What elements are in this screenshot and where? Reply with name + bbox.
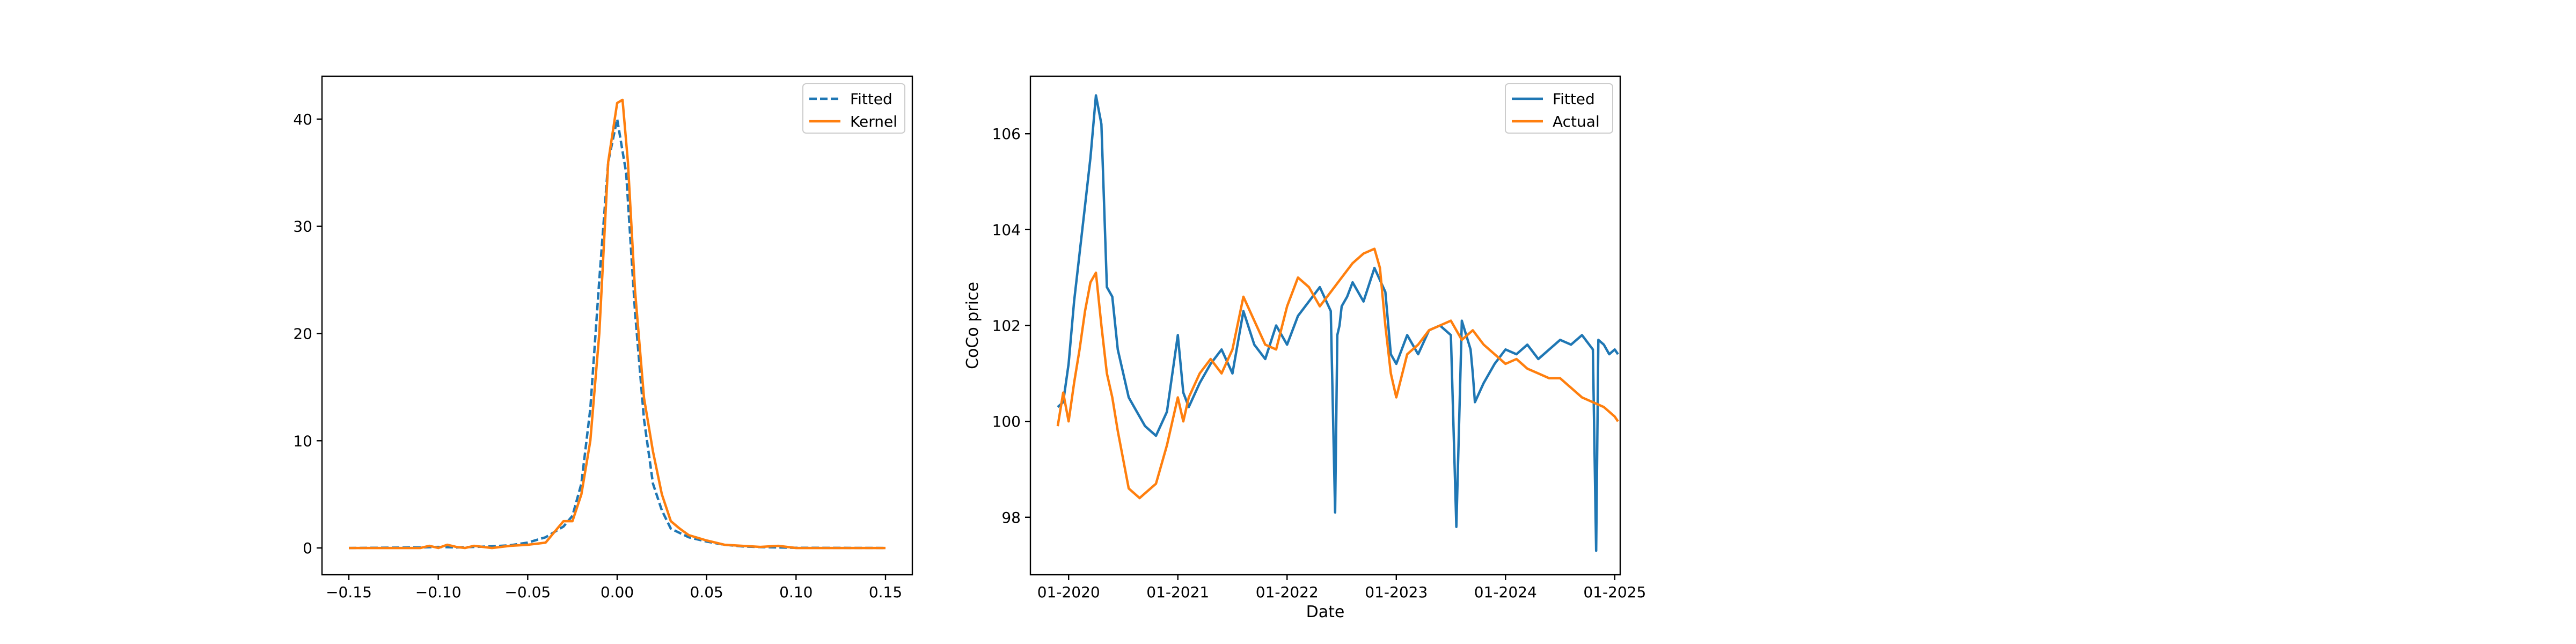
- price-x-tick-label: 01-2021: [1146, 583, 1209, 601]
- price-legend-label: Actual: [1553, 113, 1600, 130]
- price-x-tick-label: 01-2025: [1583, 583, 1646, 601]
- density-series-group: [348, 98, 886, 550]
- density-x-tick-label: −0.10: [415, 583, 462, 601]
- price-y-tick-label: 100: [992, 413, 1021, 430]
- density-legend-label: Kernel: [850, 113, 897, 130]
- price-y-axis-label: CoCo price: [963, 282, 982, 369]
- density-y-tick-label: 10: [293, 432, 312, 450]
- price-series-line-actual: [1056, 247, 1619, 500]
- density-legend: Fitted Kernel: [802, 83, 905, 134]
- density-y-tick-label: 20: [293, 325, 312, 342]
- density-y-tick-label: 40: [293, 111, 312, 128]
- density-series-line-kernel: [349, 98, 885, 550]
- density-x-ticks: −0.15 −0.10 −0.05 0.00 0.05 0.10 0.15: [326, 575, 902, 601]
- price-y-tick-label: 98: [1001, 509, 1021, 526]
- density-x-tick-label: 0.05: [690, 583, 723, 601]
- density-x-tick-label: 0.10: [779, 583, 813, 601]
- price-x-tick-label: 01-2020: [1037, 583, 1100, 601]
- price-legend-label: Fitted: [1553, 90, 1595, 108]
- density-x-tick-label: 0.15: [869, 583, 902, 601]
- price-x-ticks: 01-2020 01-2021 01-2022 01-2023 01-2024 01-20…: [1037, 575, 1646, 601]
- density-x-tick-label: −0.15: [326, 583, 372, 601]
- density-chart: −0.15 −0.10 −0.05 0.00 0.05 0.10 0.15 0 10 20 30 4…: [293, 75, 913, 601]
- density-y-ticks: 0 10 20 30 40: [293, 111, 322, 557]
- price-x-tick-label: 01-2024: [1474, 583, 1537, 601]
- density-x-tick-label: −0.05: [504, 583, 551, 601]
- price-x-tick-label: 01-2023: [1365, 583, 1428, 601]
- price-plot-frame: [1029, 75, 1621, 576]
- price-y-tick-label: 106: [992, 125, 1021, 143]
- price-y-tick-label: 104: [992, 221, 1021, 239]
- price-chart: 01-2020 01-2021 01-2022 01-2023 01-2024 01-20…: [963, 75, 1646, 621]
- density-legend-label: Fitted: [850, 90, 892, 108]
- density-y-tick-label: 0: [303, 539, 312, 557]
- price-x-axis-label: Date: [1306, 603, 1345, 621]
- density-plot-frame: [321, 75, 913, 576]
- density-y-tick-label: 30: [293, 218, 312, 236]
- price-legend: Fitted Actual: [1505, 83, 1613, 134]
- price-y-tick-label: 102: [992, 317, 1021, 335]
- density-x-tick-label: 0.00: [601, 583, 634, 601]
- price-series-line-fitted: [1057, 94, 1619, 552]
- price-x-tick-label: 01-2022: [1256, 583, 1319, 601]
- price-series-group: [1056, 94, 1619, 552]
- price-y-ticks: 98 100 102 104 106: [992, 125, 1030, 526]
